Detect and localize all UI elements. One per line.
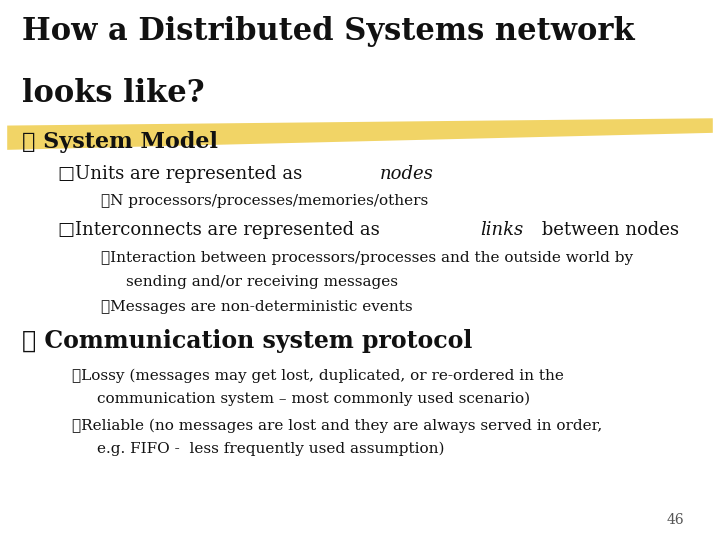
Text: How a Distributed Systems network: How a Distributed Systems network [22,16,634,47]
Text: □Units are represented as: □Units are represented as [58,165,307,183]
Text: □Interconnects are represented as: □Interconnects are represented as [58,221,385,239]
Text: 46: 46 [667,512,684,526]
Text: ☒Interaction between processors/processes and the outside world by: ☒Interaction between processors/processe… [101,251,633,265]
Text: ☒Lossy (messages may get lost, duplicated, or re-ordered in the: ☒Lossy (messages may get lost, duplicate… [72,368,564,383]
Polygon shape [7,118,713,150]
Text: ☒Reliable (no messages are lost and they are always served in order,: ☒Reliable (no messages are lost and they… [72,418,602,433]
Text: nodes: nodes [380,165,434,183]
Text: links: links [480,221,523,239]
Text: e.g. FIFO -  less frequently used assumption): e.g. FIFO - less frequently used assumpt… [97,442,445,456]
Text: between nodes: between nodes [536,221,679,239]
Text: sending and/or receiving messages: sending and/or receiving messages [126,275,398,289]
Text: ☒Messages are non-deterministic events: ☒Messages are non-deterministic events [101,300,413,314]
Text: looks like?: looks like? [22,78,204,109]
Text: ❦ System Model: ❦ System Model [22,131,217,153]
Text: ☒N processors/processes/memories/others: ☒N processors/processes/memories/others [101,194,428,208]
Text: communication system – most commonly used scenario): communication system – most commonly use… [97,392,531,406]
Text: ❦ Communication system protocol: ❦ Communication system protocol [22,329,472,353]
